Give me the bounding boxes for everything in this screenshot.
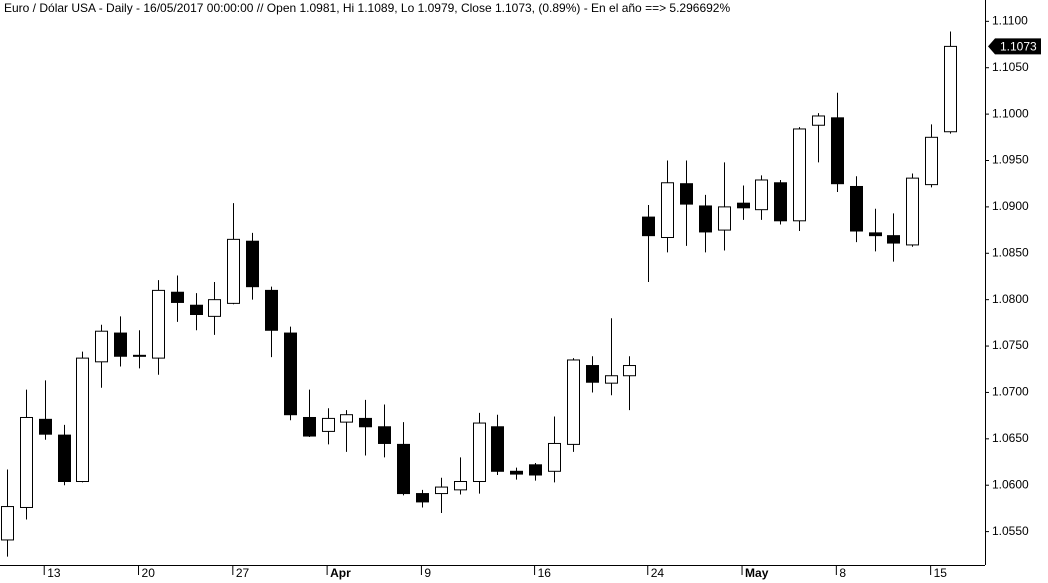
candle-body: [435, 486, 448, 495]
candle-body: [869, 232, 882, 237]
candle-body: [303, 416, 316, 437]
y-tick-label: 1.0550: [992, 524, 1029, 538]
candle-body: [95, 330, 108, 363]
x-tick-label: 9: [424, 566, 431, 580]
candle-body: [20, 416, 33, 508]
candle-body: [605, 375, 618, 384]
candle-body: [642, 216, 655, 237]
candle-body: [491, 426, 504, 472]
candle-body: [850, 185, 863, 232]
x-tick-label: 24: [651, 566, 665, 580]
candle-body: [755, 179, 768, 211]
candle-body: [661, 182, 674, 239]
last-price-label: 1.1073: [1000, 40, 1037, 54]
x-tick-label: 8: [839, 566, 846, 580]
candle-body: [548, 442, 561, 472]
candle-body: [737, 202, 750, 209]
candle-body: [416, 493, 429, 503]
y-tick-label: 1.0650: [992, 431, 1029, 445]
candle-body: [774, 182, 787, 222]
candle-body: [510, 470, 523, 475]
candle-body: [133, 354, 146, 357]
x-tick-label: 16: [538, 566, 552, 580]
candle-body: [906, 177, 919, 246]
y-tick-label: 1.0750: [992, 338, 1029, 352]
candle-body: [58, 434, 71, 483]
candle-body: [473, 422, 486, 483]
y-tick-label: 1.1100: [992, 14, 1028, 28]
candle-body: [623, 365, 636, 377]
candle-body: [340, 414, 353, 423]
candle-body: [925, 136, 938, 186]
candle-body: [114, 332, 127, 357]
candle-body: [76, 357, 89, 483]
candle-body: [152, 289, 165, 359]
candle-body: [567, 359, 580, 445]
chart-title: Euro / Dólar USA - Daily - 16/05/2017 00…: [4, 1, 730, 15]
candle-body: [831, 117, 844, 185]
candle-body: [586, 365, 599, 383]
x-tick-label: 27: [236, 566, 250, 580]
candle-body: [265, 289, 278, 331]
candle-body: [793, 128, 806, 222]
candle-body: [227, 238, 240, 304]
candle-body: [284, 332, 297, 416]
y-tick-label: 1.0850: [992, 245, 1029, 259]
candle-body: [944, 45, 957, 133]
candle-body: [1, 506, 14, 541]
y-tick-label: 1.0950: [992, 153, 1029, 167]
candle-body: [359, 417, 372, 428]
candle-body: [378, 426, 391, 444]
x-tick-label: 13: [47, 566, 61, 580]
x-tick-label: May: [745, 566, 769, 580]
y-tick-label: 1.0900: [992, 199, 1029, 213]
candle-body: [322, 417, 335, 432]
x-tick-label: 15: [934, 566, 948, 580]
candle-body: [529, 464, 542, 476]
y-tick-label: 1.0700: [992, 385, 1029, 399]
candle-body: [39, 418, 52, 435]
candle-body: [812, 115, 825, 126]
candle-body: [397, 443, 410, 495]
candle-body: [699, 205, 712, 233]
x-tick-label: 20: [142, 566, 156, 580]
y-tick-label: 1.1000: [992, 106, 1029, 120]
candle-body: [887, 235, 900, 244]
candle-body: [208, 299, 221, 317]
candle-body: [718, 206, 731, 231]
y-tick-label: 1.0800: [992, 292, 1029, 306]
y-tick-label: 1.0600: [992, 477, 1029, 491]
candle-body: [680, 183, 693, 205]
candle-body: [246, 240, 259, 288]
candle-body: [190, 304, 203, 316]
x-tick-label: Apr: [330, 566, 351, 580]
last-price-box: [988, 38, 1041, 55]
candle-body: [171, 291, 184, 303]
y-tick-label: 1.1050: [992, 60, 1029, 74]
candle-body: [454, 481, 467, 491]
